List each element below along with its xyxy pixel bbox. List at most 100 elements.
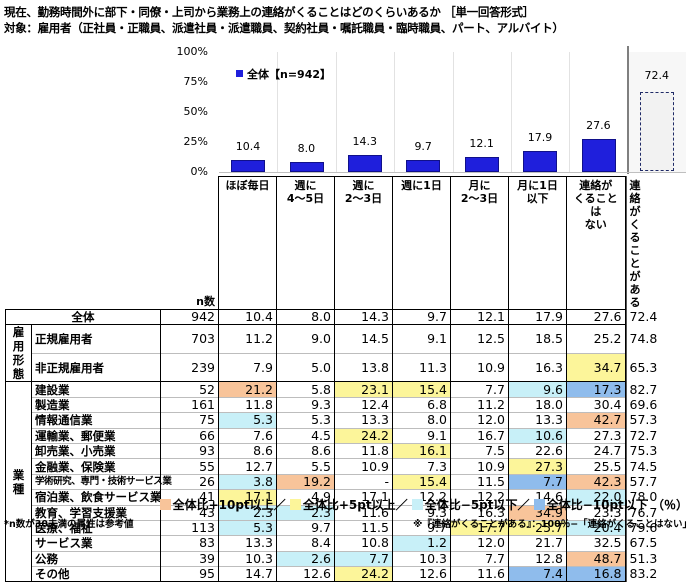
value-cell: 7.7 bbox=[450, 550, 509, 567]
value-cell: 11.6 bbox=[450, 566, 509, 582]
y-tick-0: 0% bbox=[190, 165, 208, 178]
value-cell: 13.8 bbox=[334, 352, 393, 382]
legend-minus10-swatch bbox=[533, 499, 545, 510]
value-cell: 24.2 bbox=[334, 427, 393, 444]
table-row: 製造業 161 11.8 9.3 12.4 6.8 11.2 18.0 30.4 69.6 bbox=[6, 396, 657, 413]
n-count: 55 bbox=[160, 458, 219, 475]
value-cell: 22.6 bbox=[508, 442, 567, 459]
footnote-right: ※『連絡がくることがある』：100％−「連絡がくることはない」 bbox=[413, 519, 692, 530]
legend-minus10-label: 全体比−10pt以下 bbox=[546, 498, 648, 512]
value-cell: 14.7 bbox=[218, 566, 277, 582]
row-label: 全体 bbox=[5, 308, 161, 325]
row-label: その他 bbox=[31, 566, 161, 582]
value-cell: 5.3 bbox=[276, 412, 335, 429]
gridline bbox=[335, 52, 337, 172]
n-count: 26 bbox=[160, 473, 219, 490]
value-cell: 12.1 bbox=[450, 308, 509, 325]
bar-value-label: 14.3 bbox=[352, 134, 378, 148]
legend-minus5-label: 全体比−5pt以下／ bbox=[424, 498, 530, 512]
value-cell: 11.2 bbox=[218, 324, 277, 354]
value-cell: 5.3 bbox=[218, 519, 277, 536]
value-cell: 6.8 bbox=[392, 396, 451, 413]
value-cell: 17.9 bbox=[508, 308, 567, 325]
bar-value-label: 8.0 bbox=[297, 142, 316, 156]
value-cell: 14.6 bbox=[508, 489, 567, 506]
bar-chart: 100% 75% 50% 25% 0% 10.4 8.0 14.3 9.7 12.1 17… bbox=[0, 0, 700, 230]
value-cell: 32.5 bbox=[566, 535, 626, 552]
row-label: 運輸業、郵便業 bbox=[31, 427, 161, 444]
y-tick-75: 75% bbox=[183, 75, 208, 88]
value-cell: 16.3 bbox=[508, 352, 567, 382]
bar-1 bbox=[231, 159, 266, 172]
value-cell: 8.6 bbox=[276, 442, 335, 459]
value-cell: 18.5 bbox=[508, 324, 567, 354]
value-cell: 42.7 bbox=[566, 412, 626, 429]
n-count: 41 bbox=[160, 489, 219, 506]
row-label: 教育、学習支援業 bbox=[31, 504, 161, 521]
legend-unit: （％） bbox=[651, 498, 688, 512]
value-cell: 12.0 bbox=[450, 535, 509, 552]
value-cell: 30.4 bbox=[566, 396, 626, 413]
table-row-total: 全体 942 10.4 8.0 14.3 9.7 12.1 17.9 27.6 72.4 bbox=[5, 308, 657, 325]
legend-plus10-label: 全体比+10pt以上／ bbox=[172, 498, 286, 512]
value-cell: 7.6 bbox=[218, 427, 277, 444]
bar-value-label: 27.6 bbox=[586, 118, 611, 132]
value-cell: 9.1 bbox=[392, 324, 451, 354]
value-cell: 7.5 bbox=[450, 442, 509, 459]
column-header: ほぼ毎日 bbox=[218, 176, 277, 310]
n-count: 43 bbox=[160, 504, 219, 521]
value-cell: 17.1 bbox=[334, 489, 393, 506]
value-cell: 14.3 bbox=[334, 308, 393, 325]
bar-value-label: 12.1 bbox=[469, 137, 494, 151]
value-cell: 10.3 bbox=[392, 550, 451, 567]
bar-7 bbox=[581, 138, 616, 172]
legend-swatch bbox=[236, 70, 243, 77]
n-count: 113 bbox=[160, 519, 219, 536]
value-cell: 7.3 bbox=[392, 458, 451, 475]
value-cell: 1.2 bbox=[392, 535, 451, 552]
table-row: 卸売業、小売業 93 8.6 8.6 11.8 16.1 7.5 22.6 24.7 75.3 bbox=[6, 442, 657, 459]
bar-6 bbox=[523, 150, 558, 172]
row-label: 製造業 bbox=[31, 396, 161, 413]
n-count: 83 bbox=[160, 535, 219, 552]
row-label: サービス業 bbox=[31, 535, 161, 552]
table-row: サービス業 83 13.3 8.4 10.8 1.2 12.0 21.7 32.5 67.5 bbox=[6, 535, 657, 552]
value-cell: 10.9 bbox=[334, 458, 393, 475]
value-cell: 27.6 bbox=[566, 308, 626, 325]
legend-plus5-swatch bbox=[289, 499, 301, 510]
value-cell: 25.2 bbox=[566, 324, 626, 354]
table-row: その他 95 14.7 12.6 24.2 12.6 11.6 7.4 16.8 83.2 bbox=[6, 566, 657, 582]
row-label: 正規雇用者 bbox=[31, 324, 161, 354]
value-cell: 9.7 bbox=[392, 308, 451, 325]
value-cell: 13.3 bbox=[218, 535, 277, 552]
row-label: 公務 bbox=[31, 550, 161, 567]
value-cell: 14.5 bbox=[334, 324, 393, 354]
value-cell: 8.4 bbox=[276, 535, 335, 552]
value-cell: 15.4 bbox=[392, 473, 451, 490]
y-tick-100: 100% bbox=[176, 45, 208, 58]
n-count: 66 bbox=[160, 427, 219, 444]
value-cell: 27.3 bbox=[566, 427, 626, 444]
value-cell: 11.5 bbox=[450, 473, 509, 490]
n-count: 703 bbox=[160, 324, 219, 354]
gridline bbox=[511, 52, 512, 172]
bar-2 bbox=[289, 162, 324, 172]
value-cell: 16.8 bbox=[566, 566, 626, 582]
value-cell: 12.7 bbox=[218, 458, 277, 475]
chart-legend: 全体【n=942】 bbox=[236, 66, 331, 82]
highlight-legend: 全体比+10pt以上／ 全体比+5pt以上／ 全体比−5pt以下／ 全体比−10… bbox=[159, 496, 688, 513]
group-label: 業種 bbox=[5, 381, 32, 582]
header-blank bbox=[6, 177, 161, 310]
gridline bbox=[452, 52, 454, 172]
value-cell: 12.2 bbox=[392, 489, 451, 506]
value-cell: 13.3 bbox=[508, 412, 567, 429]
value-cell: 11.6 bbox=[334, 504, 393, 521]
row-label: 卸売業、小売業 bbox=[31, 442, 161, 459]
bar-4 bbox=[406, 160, 441, 172]
value-cell: 9.6 bbox=[508, 381, 567, 398]
value-cell: 21.2 bbox=[218, 381, 277, 398]
value-cell: 11.2 bbox=[450, 396, 509, 413]
table-row: 業種 建設業 52 21.2 5.8 23.1 15.4 7.7 9.6 17.3 82.7 bbox=[5, 381, 657, 582]
row-label: 建設業 bbox=[31, 381, 161, 398]
value-cell: 48.7 bbox=[566, 550, 626, 567]
